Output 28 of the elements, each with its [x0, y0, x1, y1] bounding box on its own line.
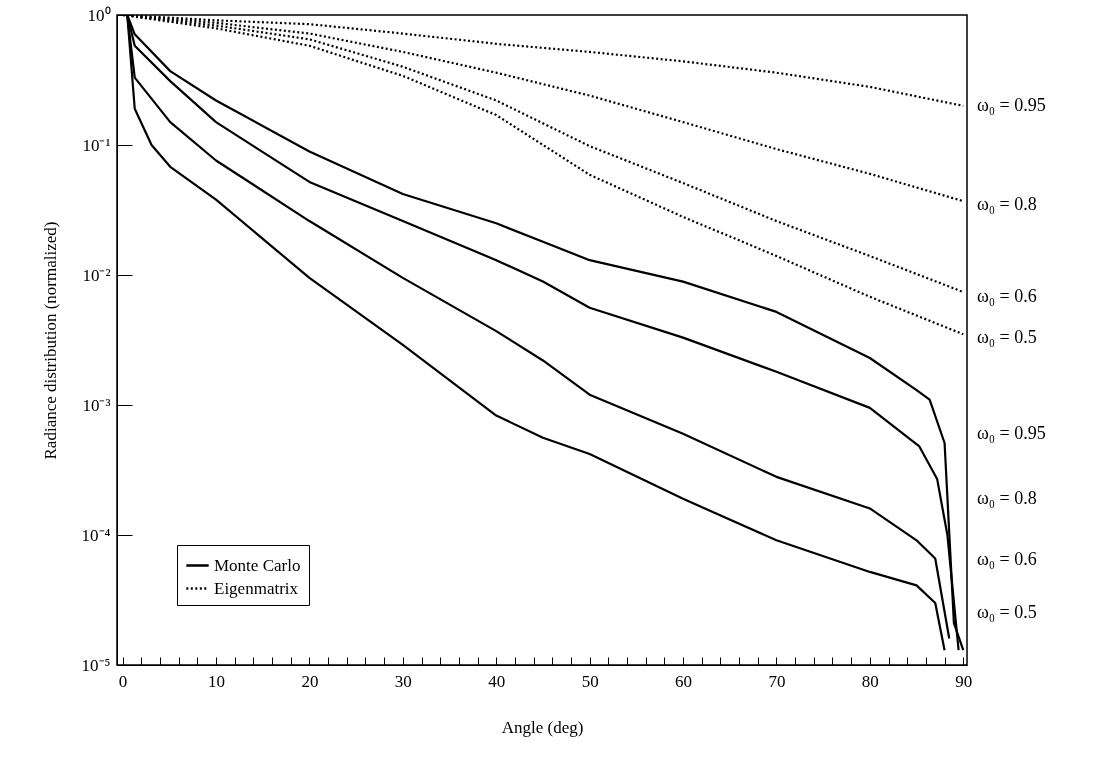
x-tick-label: 60 — [675, 671, 693, 691]
text: ω₀ = 0.6 — [977, 286, 1037, 307]
y-tick-label: 10⁻² — [82, 265, 111, 285]
text: ω₀ = 0.8 — [977, 193, 1037, 214]
y-axis-title: Radiance distribution (normalized) — [40, 221, 60, 460]
x-tick-label: 90 — [955, 671, 973, 691]
x-tick-label: 50 — [581, 671, 599, 691]
y-tick-label: 10⁻¹ — [82, 135, 111, 155]
text: ω₀ = 0.95 — [977, 423, 1046, 444]
text: ω₀ = 0.5 — [977, 602, 1037, 622]
text: ω₀ = 0.6 — [977, 548, 1037, 569]
text: ω₀ = 0.8 — [977, 488, 1037, 509]
x-tick-label: 20 — [301, 671, 319, 691]
x-tick-label: 80 — [861, 671, 879, 691]
x-tick-label: 40 — [488, 671, 506, 691]
x-tick-label: 70 — [768, 671, 786, 691]
x-axis-title: Angle (deg) — [501, 717, 584, 737]
legend-label: Monte Carlo — [214, 555, 301, 575]
text: ω₀ = 0.95 — [977, 95, 1046, 115]
x-tick-label: 10 — [208, 671, 226, 691]
y-tick-label: 10⁻⁴ — [81, 525, 111, 545]
y-tick-label: 10⁻³ — [82, 395, 111, 415]
x-tick-label: 0 — [118, 671, 128, 691]
x-tick-label: 30 — [394, 671, 412, 691]
y-tick-label: 10⁰ — [87, 5, 111, 25]
y-tick-label: 10⁻⁵ — [81, 655, 111, 675]
text: ω₀ = 0.5 — [977, 327, 1037, 348]
legend-label: Eigenmatrix — [214, 578, 299, 598]
